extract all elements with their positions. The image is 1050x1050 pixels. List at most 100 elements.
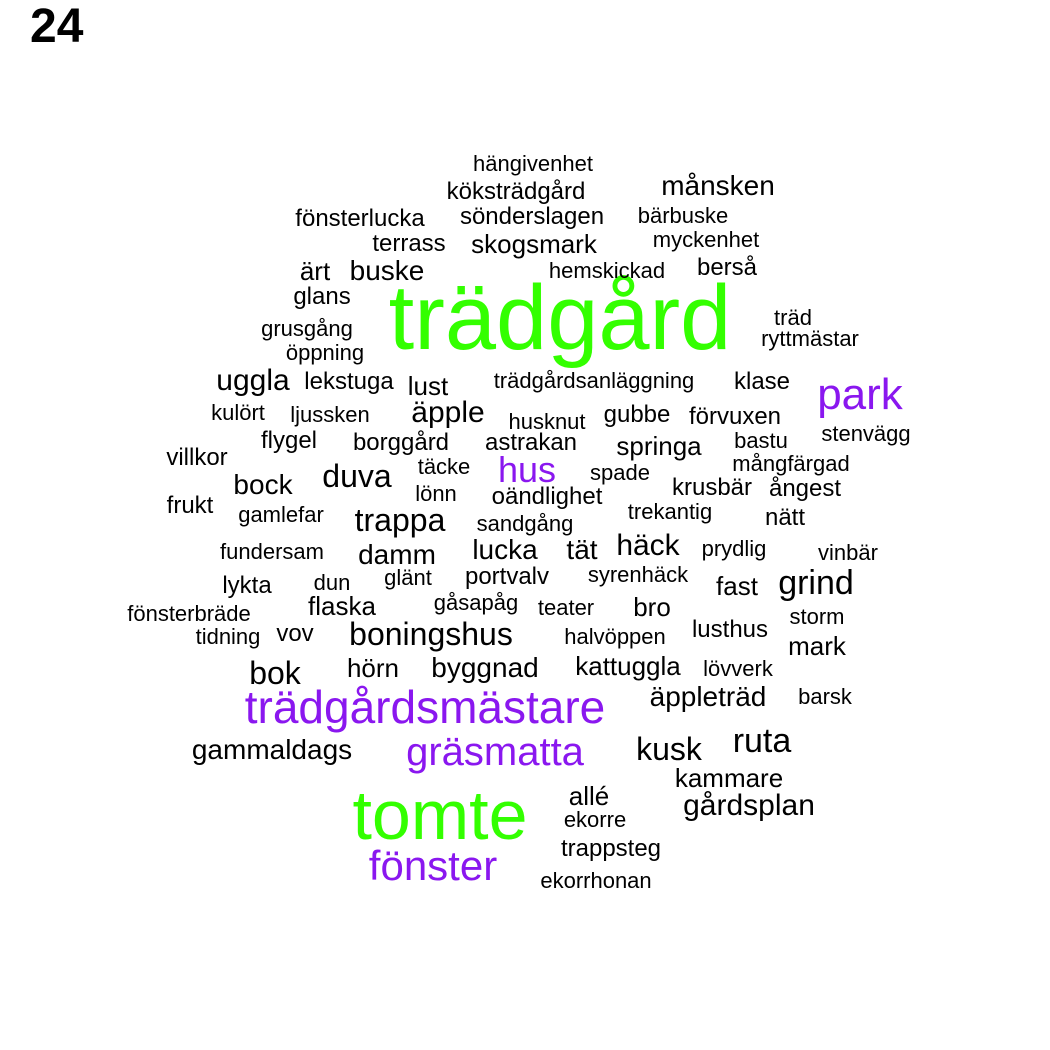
word-regular: damm <box>358 539 436 570</box>
word-regular: teater <box>537 595 595 620</box>
word-secondary: park <box>817 370 903 419</box>
word-regular: mångfärgad <box>732 451 850 476</box>
word-regular: lykta <box>222 572 272 599</box>
word-regular: flygel <box>260 427 318 454</box>
word-regular: mark <box>788 631 846 661</box>
word-regular: astrakan <box>484 429 578 456</box>
word-regular: äppleträd <box>649 681 767 712</box>
word-regular: boningshus <box>349 616 513 652</box>
word-regular: glänt <box>384 565 432 590</box>
word-regular: ruta <box>732 722 792 760</box>
word-regular: lusthus <box>691 616 769 643</box>
word-regular: förvuxen <box>688 403 782 430</box>
word-regular: hemskickad <box>548 258 666 283</box>
word-regular: syrenhäck <box>587 562 689 587</box>
page-number-label: 24 <box>30 0 84 53</box>
word-regular: terrass <box>372 230 446 257</box>
word-regular: portvalv <box>464 563 550 590</box>
word-regular: ångest <box>768 475 842 502</box>
word-regular: gubbe <box>603 401 671 428</box>
word-regular: ekorre <box>563 807 627 832</box>
word-regular: köksträdgård <box>446 178 586 205</box>
word-regular: täcke <box>417 454 471 479</box>
word-regular: grusgång <box>261 316 353 341</box>
word-regular: tät <box>566 534 598 565</box>
word-regular: trädgårdsanläggning <box>493 368 695 393</box>
word-regular: grind <box>778 564 854 602</box>
word-secondary: fönster <box>368 842 498 889</box>
word-regular: kulört <box>211 400 265 425</box>
word-regular: lövverk <box>703 656 773 681</box>
word-regular: gammaldags <box>191 734 353 765</box>
word-regular: häck <box>616 529 680 562</box>
word-regular: duva <box>322 458 392 494</box>
word-regular: vinbär <box>818 540 878 565</box>
word-regular: byggnad <box>431 652 539 683</box>
word-regular: prydlig <box>701 536 767 561</box>
word-regular: ryttmästar <box>761 326 859 351</box>
word-regular: bok <box>249 655 301 691</box>
word-regular: borggård <box>352 429 450 456</box>
word-regular: bro <box>633 592 671 622</box>
word-regular: kattuggla <box>575 651 681 681</box>
word-regular: flaska <box>308 591 376 621</box>
word-regular: lekstuga <box>304 368 394 395</box>
word-regular: äpple <box>411 396 485 429</box>
word-regular: lust <box>407 371 449 401</box>
word-regular: öppning <box>285 340 365 365</box>
word-primary: tomte <box>352 776 528 854</box>
word-regular: ärt <box>299 256 331 286</box>
word-regular: glans <box>293 283 351 310</box>
word-regular: tidning <box>195 624 261 649</box>
word-regular: frukt <box>166 492 214 519</box>
word-regular: husknut <box>508 409 586 434</box>
word-regular: kusk <box>636 731 702 767</box>
word-regular: kammare <box>674 763 784 793</box>
word-regular: spade <box>590 460 650 485</box>
word-regular: trappsteg <box>560 835 662 862</box>
word-regular: bock <box>233 469 293 500</box>
word-regular: villkor <box>166 444 228 471</box>
word-regular: skogsmark <box>471 229 597 259</box>
word-regular: barsk <box>798 684 852 709</box>
word-secondary: trädgårdsmästare <box>244 681 606 733</box>
word-regular: krusbär <box>671 474 753 501</box>
word-regular: lucka <box>472 534 538 565</box>
word-regular: fast <box>716 571 758 601</box>
word-regular: oändlighet <box>491 483 603 510</box>
word-regular: månsken <box>661 170 775 201</box>
word-regular: träd <box>774 305 812 330</box>
word-regular: berså <box>696 254 758 281</box>
word-regular: buske <box>349 255 425 286</box>
word-regular: gårdsplan <box>683 789 815 822</box>
word-regular: stenvägg <box>821 421 911 446</box>
word-secondary: hus <box>497 449 557 490</box>
word-regular: bastu <box>734 428 788 453</box>
word-regular: lönn <box>415 481 457 506</box>
word-secondary: gräsmatta <box>406 730 584 774</box>
word-regular: allé <box>568 781 610 811</box>
word-regular: sandgång <box>476 511 574 536</box>
word-regular: springa <box>616 431 702 461</box>
word-regular: hängivenhet <box>473 151 593 176</box>
word-regular: trappa <box>354 502 446 538</box>
word-regular: gåsapåg <box>433 590 519 615</box>
word-regular: dun <box>313 570 351 595</box>
word-regular: sönderslagen <box>459 203 605 230</box>
word-regular: halvöppen <box>564 624 666 649</box>
word-regular: fundersam <box>220 539 324 564</box>
word-regular: hörn <box>346 653 400 683</box>
word-regular: ljussken <box>290 402 370 427</box>
word-regular: uggla <box>216 364 290 397</box>
word-primary: trädgård <box>388 267 732 369</box>
word-regular: myckenhet <box>652 227 760 252</box>
word-regular: fönsterlucka <box>295 205 425 232</box>
word-regular: fönsterbräde <box>127 601 251 626</box>
word-regular: bärbuske <box>637 203 729 228</box>
word-regular: trekantig <box>627 499 713 524</box>
word-regular: storm <box>789 604 845 629</box>
word-regular: vov <box>276 620 314 647</box>
word-regular: gamlefar <box>238 502 324 527</box>
word-regular: klase <box>733 368 791 395</box>
